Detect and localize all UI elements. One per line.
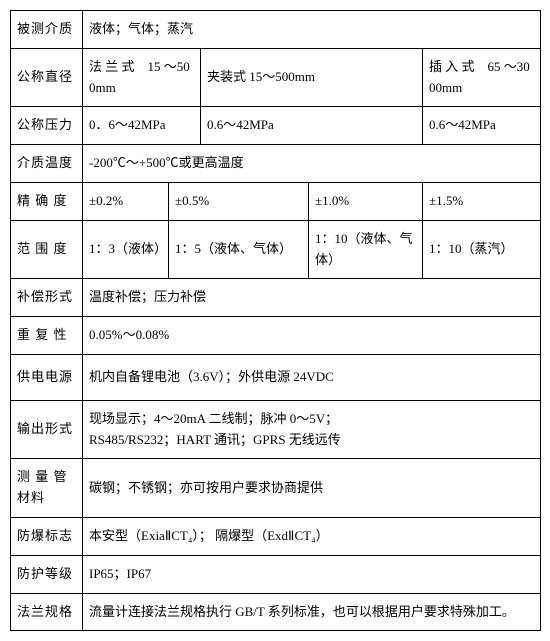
cell: 温度补偿；压力补偿 [83,279,541,317]
cell: 现场显示；4～20mA 二线制；脉冲 0～5V； RS485/RS232；HAR… [83,400,541,459]
table-row: 输出形式 现场显示；4～20mA 二线制；脉冲 0～5V； RS485/RS23… [11,400,541,459]
cell: ±0.2% [83,182,169,220]
cell: 0.6～42MPa [423,107,541,145]
cell: 1：10（液体、气体） [309,220,423,279]
table-row: 补偿形式 温度补偿；压力补偿 [11,279,541,317]
cell: 碳钢；不锈钢；亦可按用户要求协商提供 [83,459,541,518]
row-label: 输出形式 [11,400,83,459]
row-label: 防爆标志 [11,517,83,555]
row-label: 法兰规格 [11,593,83,631]
row-label: 范 围 度 [11,220,83,279]
row-label: 精 确 度 [11,182,83,220]
table-row: 公称压力 0．6～42MPa 0.6～42MPa 0.6～42MPa [11,107,541,145]
table-row: 测 量 管材料 碳钢；不锈钢；亦可按用户要求协商提供 [11,459,541,518]
cell: 1：5（液体、气体） [169,220,309,279]
cell: 液体；气体；蒸汽 [83,11,541,49]
row-label: 公称直径 [11,48,83,107]
row-label: 介质温度 [11,145,83,183]
table-row: 重 复 性 0.05%～0.08% [11,317,541,355]
cell: 机内自备锂电池（3.6V）；外供电源 24VDC [83,354,541,400]
cell: 0．6～42MPa [83,107,201,145]
cell: ±0.5% [169,182,309,220]
row-label: 测 量 管材料 [11,459,83,518]
row-label: 重 复 性 [11,317,83,355]
cell: 流量计连接法兰规格执行 GB/T 系列标准，也可以根据用户要求特殊加工。 [83,593,541,631]
cell: ±1.5% [423,182,541,220]
row-label: 公称压力 [11,107,83,145]
cell: 本安型（ExiaⅡCT₄）； 隔爆型（ExdⅡCT₄） [83,517,541,555]
table-row: 公称直径 法 兰 式 15 ～500mm 夹装式 15～500mm 插 入 式 … [11,48,541,107]
cell: 0.6～42MPa [201,107,423,145]
table-row: 防护等级 IP65；IP67 [11,555,541,593]
table-row: 介质温度 -200℃～+500℃或更高温度 [11,145,541,183]
cell: 1：10（蒸汽） [423,220,541,279]
cell: 夹装式 15～500mm [201,48,423,107]
table-row: 防爆标志 本安型（ExiaⅡCT₄）； 隔爆型（ExdⅡCT₄） [11,517,541,555]
row-label: 被测介质 [11,11,83,49]
cell: 法 兰 式 15 ～500mm [83,48,201,107]
cell: ±1.0% [309,182,423,220]
table-row: 精 确 度 ±0.2% ±0.5% ±1.0% ±1.5% [11,182,541,220]
row-label: 供电电源 [11,354,83,400]
cell: -200℃～+500℃或更高温度 [83,145,541,183]
cell: 1：3（液体） [83,220,169,279]
row-label: 补偿形式 [11,279,83,317]
spec-table: 被测介质 液体；气体；蒸汽 公称直径 法 兰 式 15 ～500mm 夹装式 1… [10,10,541,631]
table-row: 法兰规格 流量计连接法兰规格执行 GB/T 系列标准，也可以根据用户要求特殊加工… [11,593,541,631]
table-row: 范 围 度 1：3（液体） 1：5（液体、气体） 1：10（液体、气体） 1：1… [11,220,541,279]
table-row: 被测介质 液体；气体；蒸汽 [11,11,541,49]
cell: 0.05%～0.08% [83,317,541,355]
row-label: 防护等级 [11,555,83,593]
table-row: 供电电源 机内自备锂电池（3.6V）；外供电源 24VDC [11,354,541,400]
cell: IP65；IP67 [83,555,541,593]
cell: 插 入 式 65 ～3000mm [423,48,541,107]
